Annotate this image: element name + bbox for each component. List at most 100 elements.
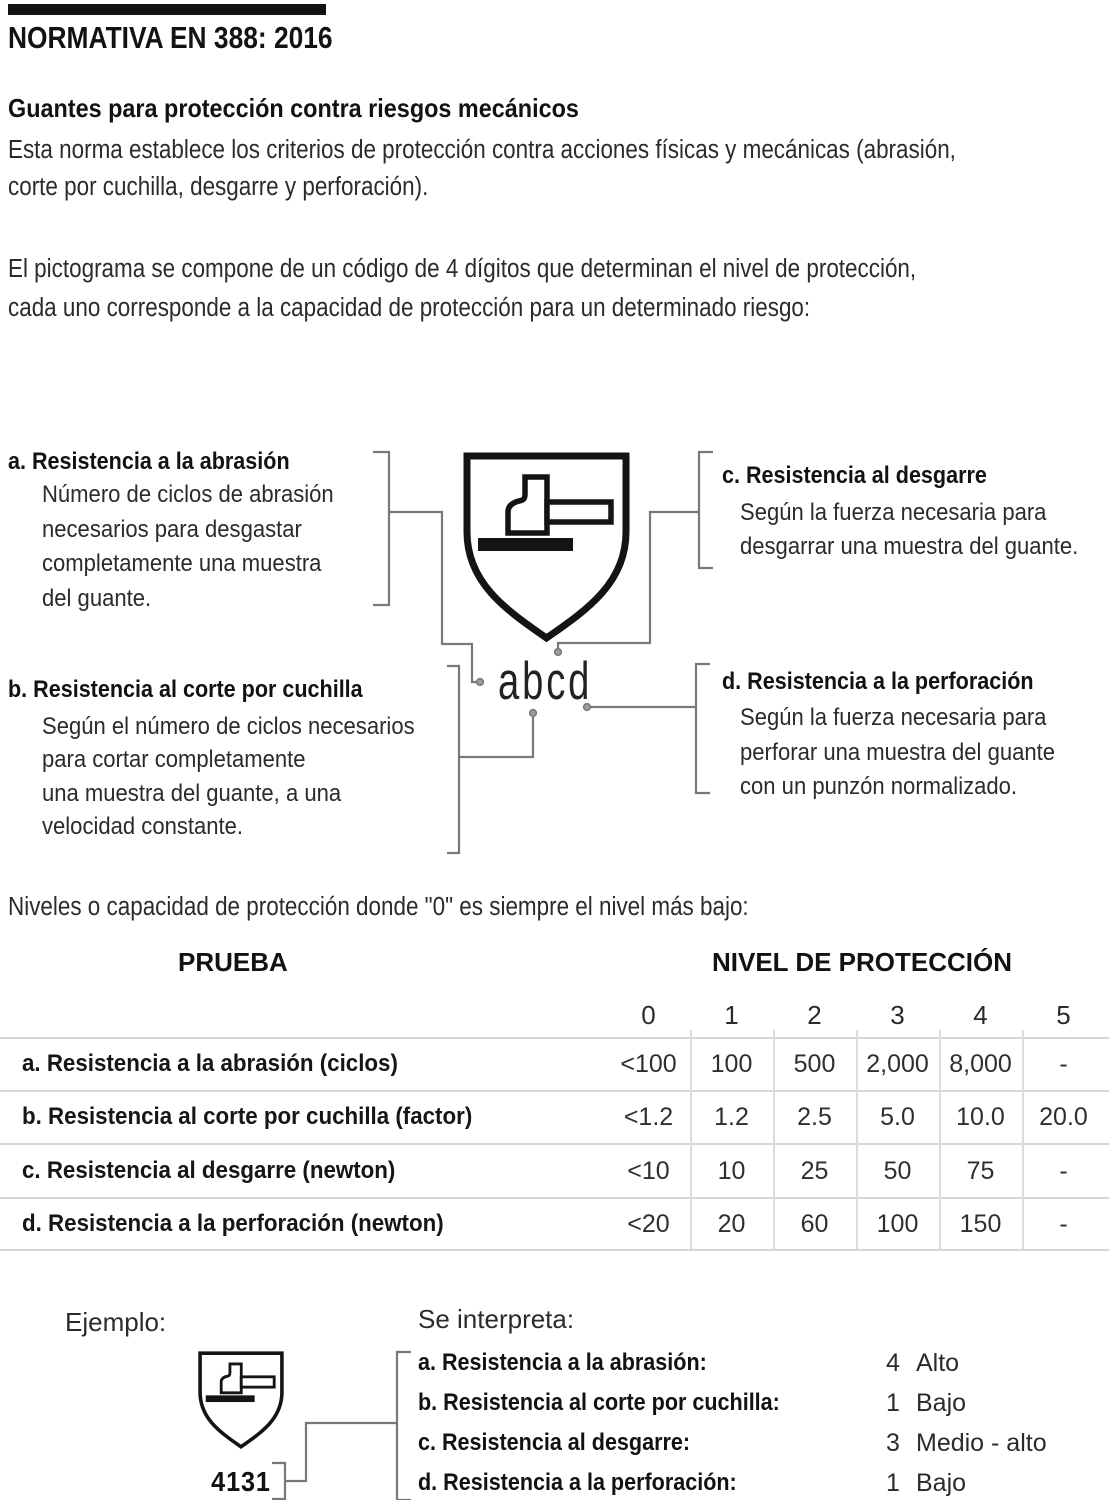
table-row-a-v3: 2,000 (866, 1050, 929, 1078)
table-row-c-v1: 10 (717, 1157, 746, 1185)
levels-intro: Niveles o capacidad de protección donde … (8, 893, 749, 921)
table-header-prueba: PRUEBA (178, 947, 288, 977)
callout-d-title: d. Resistencia a la perforación (722, 668, 1034, 695)
hammer-handle (239, 1375, 276, 1389)
level-col-0: 0 (641, 1000, 656, 1030)
table-row-d-label: d. Resistencia a la perforación (newton) (22, 1210, 444, 1237)
table-row-a-label: a. Resistencia a la abrasión (ciclos) (22, 1050, 398, 1077)
intro-1-line-1: Esta norma establece los criterios de pr… (8, 136, 956, 164)
table-row-c-v0: <10 (627, 1157, 670, 1185)
interpretation-c-label: c. Resistencia al desgarre: (418, 1429, 691, 1456)
table-row-a-v5: - (1059, 1050, 1068, 1078)
callout-c-body: Según la fuerza necesaria para desgarrar… (740, 496, 1078, 564)
bracket-example-code (272, 1461, 287, 1500)
table-row-c-v3: 50 (883, 1157, 912, 1185)
table-row-c-v4: 75 (966, 1157, 995, 1185)
intro-paragraph-1: Esta norma establece los criterios de pr… (8, 132, 956, 206)
example-code: 4131 (211, 1466, 271, 1497)
table-row-d-v4: 150 (959, 1210, 1002, 1238)
bracket-d (694, 662, 710, 795)
callout-b-line-2: para cortar completamente (42, 746, 306, 774)
bracket-interpretation (395, 1350, 411, 1500)
interpretation-b-meaning: Bajo (916, 1389, 967, 1417)
table-line-3 (0, 1197, 1109, 1199)
dot-letter-a (475, 677, 485, 687)
dot-letter-b (528, 708, 538, 718)
level-col-4: 4 (973, 1000, 988, 1030)
table-row-b-v1: 1.2 (714, 1103, 749, 1131)
callout-d-body: Según la fuerza necesaria para perforar … (740, 701, 1055, 805)
abrasion-surface-bar (205, 1395, 255, 1403)
intro-paragraph-2: El pictograma se compone de un código de… (8, 250, 916, 328)
callout-b-line-3: una muestra del guante, a una (42, 779, 342, 807)
interpretation-d-level: 1 (886, 1469, 900, 1497)
table-vline-5 (1022, 1030, 1024, 1249)
level-col-3: 3 (890, 1000, 905, 1030)
example-label: Ejemplo: (65, 1307, 167, 1337)
table-row-d-v5: - (1059, 1210, 1068, 1238)
page-title: NORMATIVA EN 388: 2016 (8, 20, 333, 55)
level-col-1: 1 (724, 1000, 739, 1030)
abrasion-surface-bar (478, 538, 573, 551)
bracket-a (373, 450, 391, 607)
table-row-d-v1: 20 (717, 1210, 746, 1238)
table-row-d-v0: <20 (627, 1210, 670, 1238)
interpretation-d-label: d. Resistencia a la perforación: (418, 1469, 737, 1496)
callout-a-body: Número de ciclos de abrasión necesarios … (42, 478, 334, 616)
table-vline-3 (856, 1030, 858, 1249)
dot-letter-d (582, 702, 592, 712)
intro-2-line-1: El pictograma se compone de un código de… (8, 255, 917, 283)
callout-b-title: b. Resistencia al corte por cuchilla (8, 676, 363, 703)
interpretation-b-label: b. Resistencia al corte por cuchilla: (418, 1389, 780, 1416)
callout-d-line-3: con un punzón normalizado. (740, 773, 1018, 801)
hammer-head (219, 1362, 243, 1395)
example-shield-pictogram-icon (198, 1351, 284, 1450)
line-example (285, 1421, 397, 1483)
table-row-a-v2: 500 (793, 1050, 836, 1078)
hammer-handle (544, 499, 614, 525)
interpretation-a-level: 4 (886, 1349, 900, 1377)
table-vline-1 (690, 1030, 692, 1249)
level-col-2: 2 (807, 1000, 822, 1030)
table-vline-4 (939, 1030, 941, 1249)
callout-a-line-2: necesarios para desgastar (42, 515, 302, 543)
table-row-a-v1: 100 (710, 1050, 753, 1078)
callout-b-line-1: Según el número de ciclos necesarios (42, 713, 415, 740)
callout-c-title: c. Resistencia al desgarre (722, 462, 987, 489)
pictogram-code: abcd (498, 652, 593, 711)
en388-shield-pictogram-icon (463, 452, 630, 643)
callout-a-title: a. Resistencia a la abrasión (8, 448, 290, 475)
callout-d-line-1: Según la fuerza necesaria para (740, 704, 1047, 731)
callout-c-line-2: desgarrar una muestra del guante. (740, 533, 1079, 560)
table-header-nivel: NIVEL DE PROTECCIÓN (712, 947, 1013, 977)
intro-2-line-2: cada uno corresponde a la capacidad de p… (8, 294, 811, 322)
table-line-bottom (0, 1249, 1109, 1251)
table-row-b-label: b. Resistencia al corte por cuchilla (fa… (22, 1103, 473, 1130)
table-line-1 (0, 1090, 1109, 1092)
subtitle: Guantes para protección contra riesgos m… (8, 93, 579, 123)
table-row-b-v0: <1.2 (623, 1103, 674, 1131)
interpretation-d-meaning: Bajo (916, 1469, 967, 1497)
table-row-b-v3: 5.0 (880, 1103, 915, 1131)
callout-a-line-4: del guante. (42, 584, 152, 612)
interpretation-c-meaning: Medio - alto (916, 1429, 1047, 1457)
bracket-b (447, 664, 461, 855)
table-vline-2 (773, 1030, 775, 1249)
line-c (556, 510, 699, 648)
callout-b-line-4: velocidad constante. (42, 812, 244, 840)
callout-a-line-1: Número de ciclos de abrasión (42, 481, 334, 508)
level-col-5: 5 (1056, 1000, 1071, 1030)
title-bar (8, 4, 326, 15)
intro-1-line-2: corte por cuchilla, desgarre y perforaci… (8, 173, 429, 201)
table-line-2 (0, 1143, 1109, 1145)
dot-letter-c (553, 647, 563, 657)
table-row-d-v2: 60 (800, 1210, 829, 1238)
table-row-c-v5: - (1059, 1157, 1068, 1185)
hammer-head (505, 474, 550, 536)
bracket-c (697, 450, 713, 570)
callout-c-line-1: Según la fuerza necesaria para (740, 499, 1047, 526)
table-row-b-v4: 10.0 (956, 1103, 1005, 1131)
interpretation-a-meaning: Alto (916, 1349, 960, 1377)
callout-a-line-3: completamente una muestra (42, 550, 322, 577)
